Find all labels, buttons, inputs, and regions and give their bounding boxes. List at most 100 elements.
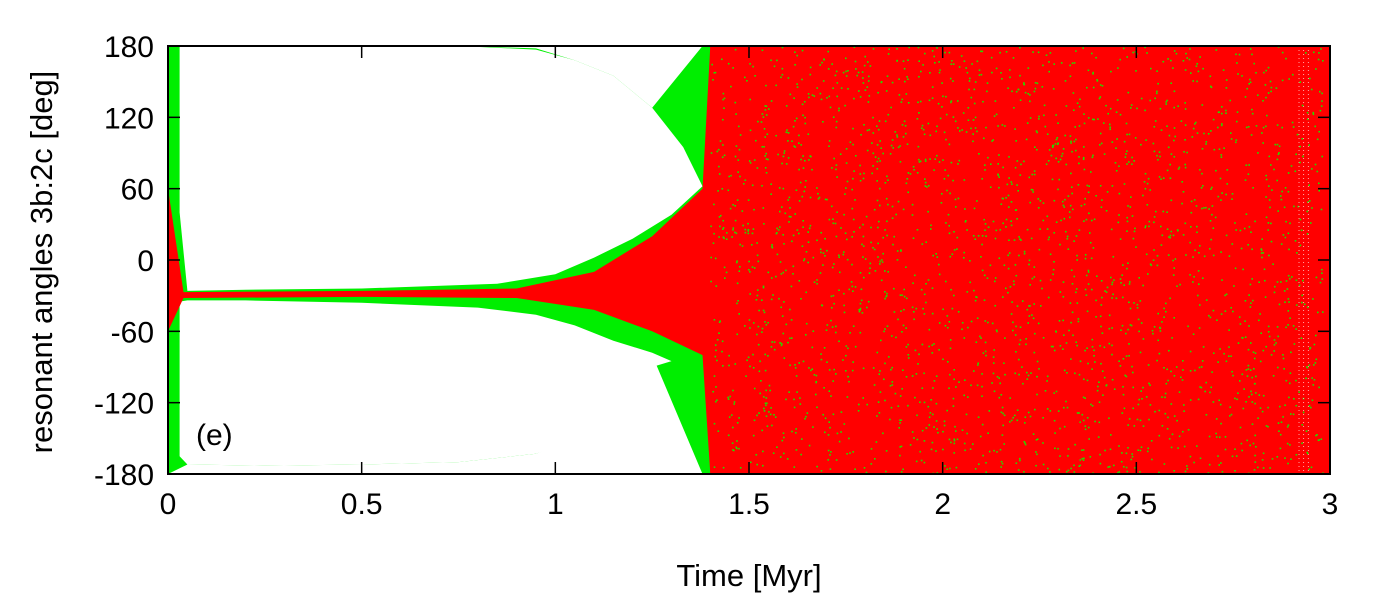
speckle-point	[937, 102, 940, 105]
speckle-point	[951, 60, 953, 62]
speckle-point	[744, 325, 746, 327]
speckle-point	[1251, 112, 1254, 115]
speckle-point	[735, 232, 738, 235]
speckle-point	[1125, 452, 1128, 455]
speckle-point	[830, 319, 832, 322]
speckle-point	[993, 449, 995, 452]
speckle-point	[1018, 343, 1021, 346]
speckle-point	[1031, 277, 1034, 280]
speckle-point	[776, 232, 778, 234]
speckle-point	[985, 235, 987, 237]
speckle-point	[1057, 410, 1060, 412]
speckle-point	[1101, 199, 1103, 201]
speckle-point	[1184, 139, 1186, 141]
speckle-point	[923, 440, 926, 442]
speckle-point	[948, 225, 950, 227]
speckle-point	[1109, 126, 1111, 129]
speckle-point	[1033, 276, 1036, 278]
speckle-point	[1217, 455, 1219, 457]
speckle-point	[1168, 438, 1171, 440]
speckle-point	[913, 169, 915, 171]
speckle-point	[1236, 120, 1238, 123]
speckle-point	[1153, 216, 1156, 218]
speckle-point	[830, 295, 833, 298]
speckle-point	[985, 126, 987, 129]
speckle-point	[966, 432, 968, 435]
speckle-point	[800, 144, 802, 146]
speckle-point	[955, 206, 957, 208]
speckle-point	[1308, 144, 1310, 146]
speckle-point	[1307, 452, 1309, 455]
speckle-point	[1092, 71, 1094, 74]
speckle-point	[843, 304, 845, 307]
speckle-point	[770, 59, 772, 62]
speckle-point	[1026, 378, 1029, 380]
speckle-point	[828, 145, 830, 147]
speckle-point	[822, 252, 825, 254]
speckle-point	[899, 422, 901, 424]
speckle-point	[718, 165, 720, 168]
speckle-point	[1246, 375, 1249, 377]
speckle-point	[1101, 370, 1104, 372]
speckle-point	[1238, 316, 1241, 318]
speckle-point	[1124, 374, 1126, 377]
speckle-point	[1109, 123, 1111, 126]
speckle-point	[1070, 269, 1073, 271]
speckle-point	[786, 131, 788, 134]
speckle-point	[1182, 360, 1184, 362]
speckle-point	[748, 260, 750, 263]
speckle-point	[1060, 219, 1062, 222]
speckle-point	[1073, 464, 1075, 467]
speckle-point	[801, 245, 804, 247]
speckle-point	[1026, 228, 1029, 231]
speckle-point	[1127, 447, 1129, 449]
speckle-point	[1127, 262, 1129, 264]
speckle-point	[1245, 213, 1248, 215]
speckle-point	[798, 200, 801, 202]
speckle-point	[802, 114, 804, 117]
speckle-point	[1125, 153, 1127, 155]
speckle-point	[1162, 60, 1165, 63]
speckle-point	[781, 315, 784, 317]
speckle-point	[776, 59, 778, 62]
speckle-point	[1190, 200, 1193, 203]
speckle-point	[976, 130, 978, 133]
speckle-point	[891, 381, 894, 383]
speckle-point	[1115, 147, 1117, 149]
speckle-point	[1208, 463, 1211, 466]
speckle-point	[1065, 230, 1067, 233]
speckle-point	[998, 377, 1000, 379]
speckle-point	[872, 367, 875, 369]
speckle-point	[931, 97, 934, 99]
speckle-point	[835, 325, 837, 328]
speckle-point	[1151, 458, 1153, 461]
speckle-point	[828, 218, 831, 221]
speckle-point	[1297, 205, 1300, 208]
speckle-point	[1103, 346, 1106, 349]
speckle-point	[765, 105, 768, 107]
speckle-point	[890, 106, 892, 109]
speckle-point	[1070, 321, 1072, 324]
speckle-point	[925, 427, 928, 429]
speckle-point	[886, 292, 888, 295]
speckle-point	[980, 256, 982, 258]
speckle-point	[879, 370, 881, 372]
speckle-point	[762, 464, 764, 467]
speckle-point	[1090, 171, 1092, 173]
speckle-point	[859, 173, 862, 175]
speckle-point	[1284, 457, 1286, 459]
speckle-point	[852, 127, 854, 130]
speckle-point	[1176, 229, 1179, 231]
speckle-point	[1010, 224, 1013, 227]
speckle-point	[1170, 230, 1173, 233]
speckle-point	[984, 320, 987, 322]
speckle-point	[1140, 322, 1143, 324]
speckle-point	[823, 59, 825, 61]
speckle-point	[1198, 252, 1200, 254]
speckle-point	[1209, 248, 1211, 250]
speckle-point	[779, 226, 781, 228]
speckle-point	[884, 291, 886, 293]
speckle-point	[1157, 82, 1159, 85]
speckle-point	[1112, 256, 1115, 258]
speckle-point	[759, 392, 761, 395]
